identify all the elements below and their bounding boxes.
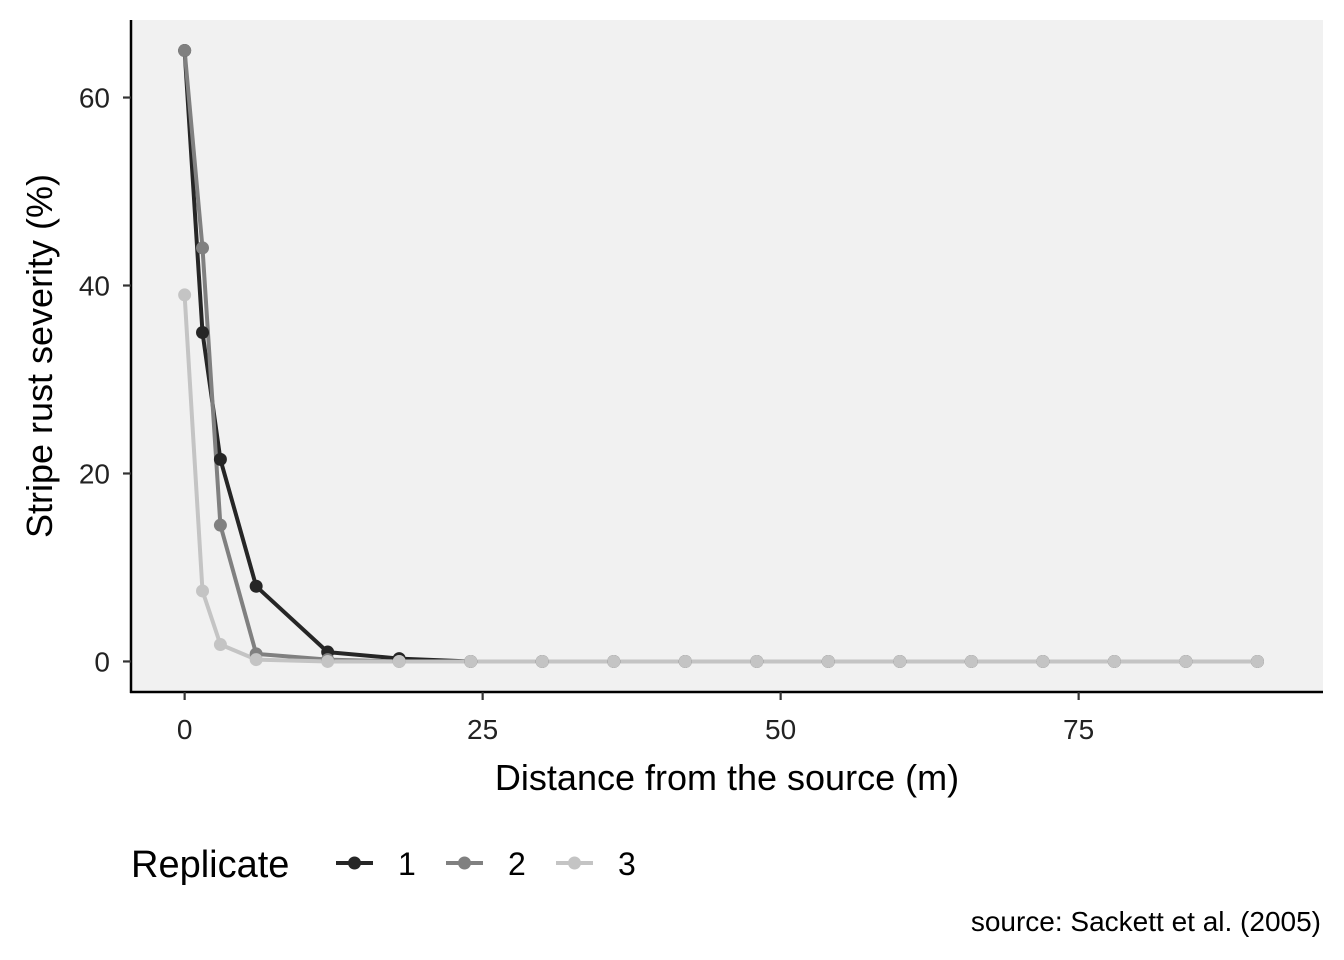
legend-key-1-point — [348, 856, 361, 870]
series-3-point — [464, 654, 478, 668]
series-1-point — [249, 579, 263, 593]
series-3-point — [750, 654, 764, 668]
x-tick-label: 50 — [765, 714, 796, 745]
series-3-point — [249, 653, 263, 667]
series-3-point — [964, 654, 978, 668]
series-3-point — [535, 654, 549, 668]
y-tick-label: 60 — [79, 83, 110, 114]
series-layer — [178, 44, 1264, 668]
y-tick-label: 40 — [79, 271, 110, 302]
series-3-point — [392, 654, 406, 668]
x-tick-label: 0 — [177, 714, 193, 745]
legend-key-2-point — [458, 856, 471, 870]
series-3-point — [678, 654, 692, 668]
series-3-point — [1250, 654, 1264, 668]
panel-background — [131, 20, 1323, 692]
legend-label-1: 1 — [398, 846, 416, 882]
x-axis-title: Distance from the source (m) — [495, 757, 959, 798]
legend-label-3: 3 — [618, 846, 636, 882]
series-3-point — [321, 654, 335, 668]
y-axis-title: Stripe rust severity (%) — [19, 174, 60, 538]
series-2-point — [213, 518, 227, 532]
series-2-point — [196, 241, 210, 255]
y-tick-label: 0 — [94, 646, 110, 677]
x-tick-label: 25 — [467, 714, 498, 745]
series-3-point — [893, 654, 907, 668]
series-3-point — [607, 654, 621, 668]
series-3-point — [178, 288, 192, 302]
tick-layer: 0 25 50 75 0 20 40 60 — [79, 83, 1094, 745]
legend-key-3-point — [568, 856, 581, 870]
legend: Replicate 1 2 3 — [131, 844, 636, 886]
series-1-point — [196, 326, 210, 340]
legend-label-2: 2 — [508, 846, 526, 882]
legend-keys: 1 2 3 — [336, 846, 636, 882]
caption: source: Sackett et al. (2005) — [971, 906, 1321, 937]
series-3-point — [821, 654, 835, 668]
legend-title: Replicate — [131, 844, 289, 886]
series-3-point — [1179, 654, 1193, 668]
y-tick-label: 20 — [79, 458, 110, 489]
series-3-point — [213, 638, 227, 652]
series-3-point — [196, 584, 210, 598]
series-2-point — [178, 44, 192, 58]
series-3-point — [1036, 654, 1050, 668]
series-1-point — [213, 452, 227, 466]
series-3-point — [1107, 654, 1121, 668]
x-tick-label: 75 — [1063, 714, 1094, 745]
